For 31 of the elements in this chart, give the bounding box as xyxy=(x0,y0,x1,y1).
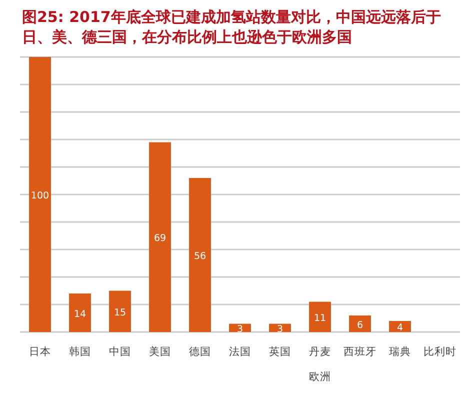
x-tick-label: 美国 xyxy=(149,345,171,358)
x-tick-label: 韩国 xyxy=(69,345,91,358)
x-tick-label: 中国 xyxy=(109,345,131,358)
x-tick-label: 西班牙 xyxy=(344,345,376,358)
data-label: 56 xyxy=(194,251,206,262)
x-tick-label: 英国 xyxy=(269,345,291,358)
bar xyxy=(69,294,91,332)
data-label: 4 xyxy=(396,322,404,334)
bar xyxy=(189,178,211,332)
x-tick-label: 瑞典 xyxy=(389,345,411,358)
x-tick-label: 日本 xyxy=(29,345,51,358)
bar xyxy=(29,57,51,332)
bar xyxy=(149,142,171,332)
bar xyxy=(389,321,411,332)
text: 欧洲 xyxy=(309,370,331,383)
x-tick-label: 丹麦 xyxy=(309,345,331,358)
data-label: 100 xyxy=(30,190,50,202)
x-tick-label: 德国 xyxy=(189,346,211,358)
x-tick-label: 法国 xyxy=(229,345,251,358)
data-label: 3 xyxy=(236,324,244,335)
data-label: 14 xyxy=(74,308,86,320)
chart-title: 图25: 2017年底全球已建成加氢站数量对比，中国远远落后于日、美、德三国，在分布比例上也逊色于欧洲多国 xyxy=(22,8,441,46)
data-label: 15 xyxy=(114,307,126,318)
bar xyxy=(349,316,371,332)
bar xyxy=(109,290,131,332)
bar xyxy=(309,302,331,332)
data-label: 6 xyxy=(356,320,364,331)
x-tick-label: 比利时 xyxy=(424,345,456,358)
data-label: 11 xyxy=(314,312,326,324)
data-label: 3 xyxy=(276,324,284,335)
data-label: 69 xyxy=(154,233,166,244)
